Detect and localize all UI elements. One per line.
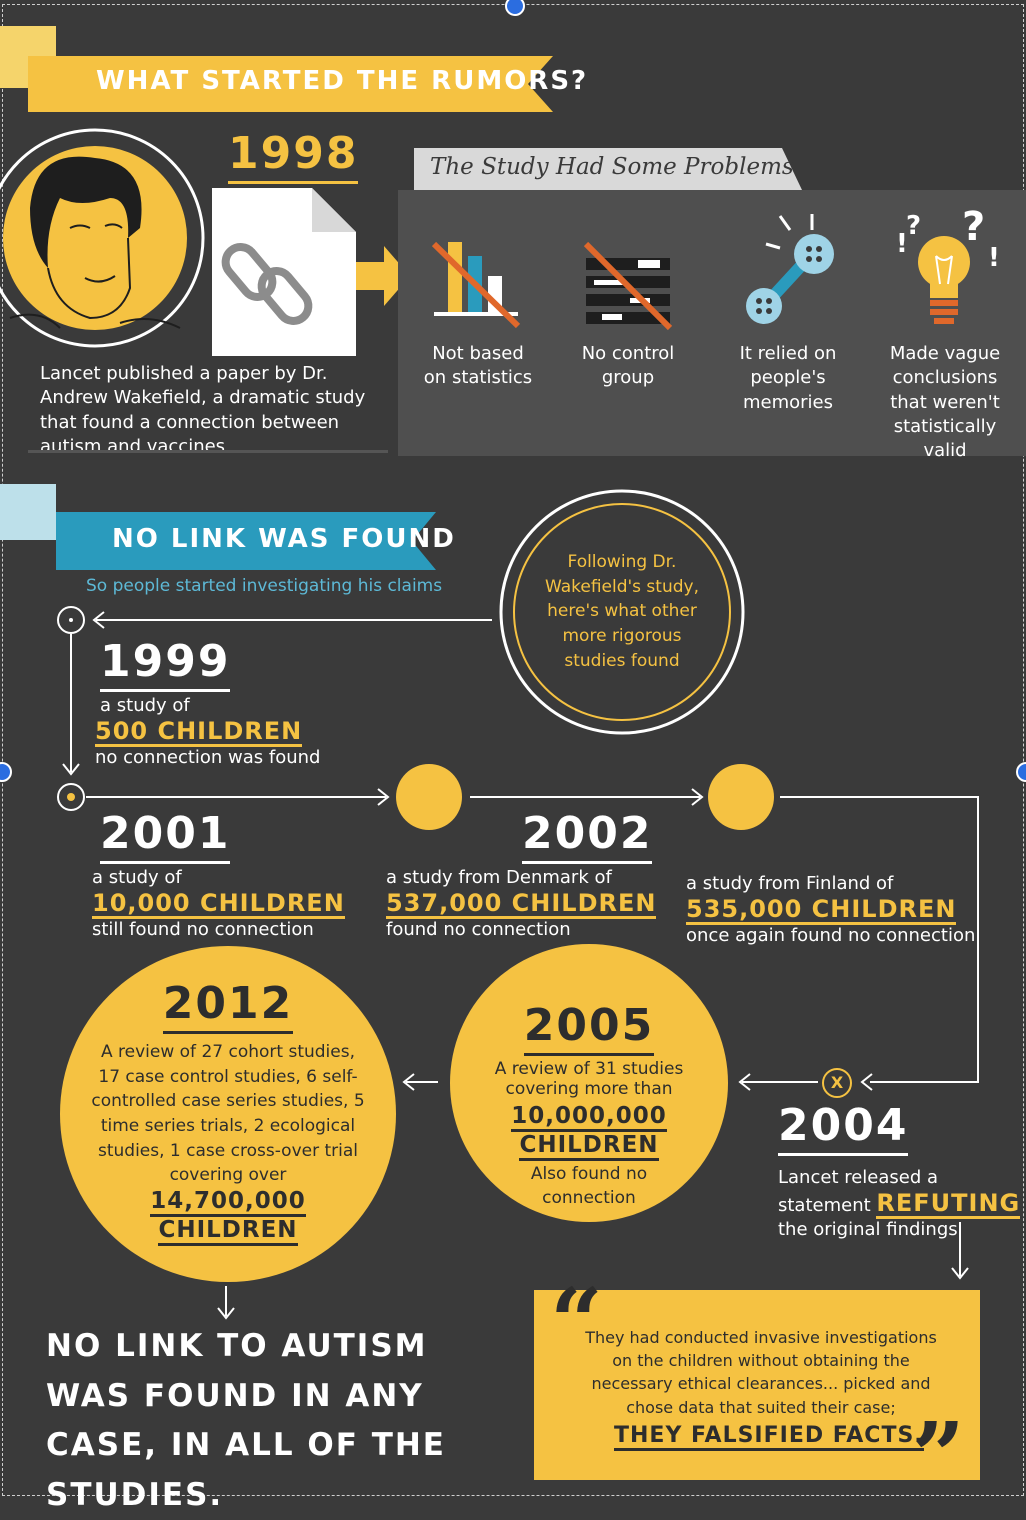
year-2001: 2001 bbox=[100, 808, 231, 864]
arrow-right-icon bbox=[356, 246, 410, 306]
study-2004-highlight: REFUTING bbox=[876, 1190, 1021, 1220]
resize-handle-right[interactable] bbox=[1016, 762, 1026, 782]
study-2005-post: Also found no connection bbox=[530, 1164, 648, 1208]
banner-nolink-title: NO LINK WAS FOUND bbox=[112, 524, 456, 554]
conclusion-text: NO LINK TO AUTISM WAS FOUND IN ANY CASE,… bbox=[46, 1328, 446, 1513]
study-1999-post: no connection was found bbox=[95, 747, 321, 768]
question-lightbulb-icon: ! ? ? ! bbox=[896, 204, 1000, 324]
crossed-group-icon bbox=[583, 241, 673, 331]
study-2012-highlight1: 14,700,000 bbox=[150, 1188, 306, 1217]
study-2001-pre: a study of bbox=[92, 867, 182, 888]
study-2004-pre2: statement bbox=[778, 1195, 871, 1216]
x-marker-icon: X bbox=[822, 1068, 852, 1098]
study-2002-pre: a study from Denmark of bbox=[386, 867, 612, 888]
study-2012: 2012 A review of 27 cohort studies, 17 c… bbox=[90, 978, 366, 1246]
banner-rumors-title: WHAT STARTED THE RUMORS? bbox=[96, 66, 589, 96]
circle-2005 bbox=[450, 944, 728, 1222]
svg-text:!: ! bbox=[896, 229, 908, 259]
study-2012-highlight2: CHILDREN bbox=[158, 1217, 298, 1246]
timeline-node-2001 bbox=[57, 783, 85, 811]
study-2001-post: still found no connection bbox=[92, 919, 314, 940]
connected-buttons-icon bbox=[746, 214, 834, 324]
svg-text:!: ! bbox=[988, 243, 1000, 273]
problems-title: The Study Had Some Problems bbox=[430, 154, 794, 180]
resize-handle-top[interactable] bbox=[505, 0, 525, 16]
study-finland-post: once again found no connection bbox=[686, 925, 976, 946]
study-2001-highlight: 10,000 CHILDREN bbox=[92, 890, 345, 920]
resize-handle-left[interactable] bbox=[0, 762, 12, 782]
banner2-accent bbox=[0, 484, 56, 540]
problems-panel bbox=[398, 190, 1026, 456]
timeline-dot-finland bbox=[708, 764, 774, 830]
problem-label-vague: Made vague conclusions that weren't stat… bbox=[889, 343, 1001, 462]
year-1998: 1998 bbox=[228, 128, 359, 184]
timeline-dot-2002 bbox=[396, 764, 462, 830]
study-finland-highlight: 535,000 CHILDREN bbox=[686, 896, 957, 926]
year-2002: 2002 bbox=[522, 808, 653, 864]
study-2004-pre: Lancet released a bbox=[778, 1167, 939, 1188]
quote-highlight: THEY FALSIFIED FACTS. bbox=[614, 1423, 924, 1452]
year-1999: 1999 bbox=[100, 636, 231, 692]
year-2005: 2005 bbox=[523, 1000, 655, 1056]
problem-label-statistics: Not based on statistics bbox=[423, 343, 533, 389]
study-1999-pre: a study of bbox=[100, 695, 190, 716]
note-circle bbox=[499, 489, 745, 735]
problem-label-memories: It relied on people's memories bbox=[739, 343, 837, 413]
study-1999-highlight: 500 CHILDREN bbox=[95, 718, 303, 748]
problems-title-tab bbox=[414, 148, 802, 190]
banner-rumors-shape bbox=[28, 56, 553, 112]
quote-text: They had conducted invasive investigatio… bbox=[585, 1328, 937, 1417]
banner-nolink-shape bbox=[56, 512, 436, 570]
timeline-node-1999 bbox=[57, 606, 85, 634]
study-2004-post: the original findings bbox=[778, 1219, 958, 1240]
study-2005-pre: A review of 31 studies covering more tha… bbox=[494, 1059, 684, 1099]
circle-2012 bbox=[60, 946, 396, 1282]
note-circle-text: Following Dr. Wakefield's study, here's … bbox=[544, 552, 699, 671]
divider-line bbox=[28, 450, 388, 453]
study-2004-statement: statement REFUTING bbox=[778, 1190, 1021, 1220]
study-2002-highlight: 537,000 CHILDREN bbox=[386, 890, 657, 920]
quote-close-mark: ” bbox=[912, 1402, 965, 1510]
svg-text:?: ? bbox=[906, 211, 921, 241]
quote-open-mark: “ bbox=[550, 1268, 603, 1376]
year-2004: 2004 bbox=[778, 1100, 909, 1156]
wakefield-portrait bbox=[0, 128, 205, 348]
study-2005: 2005 A review of 31 studies covering mor… bbox=[486, 1000, 692, 1211]
paper-link-icon bbox=[212, 188, 356, 356]
problem-label-control: No control group bbox=[581, 343, 675, 389]
crossed-bar-chart-icon bbox=[431, 241, 521, 329]
study-2002-post: found no connection bbox=[386, 919, 571, 940]
svg-text:?: ? bbox=[962, 204, 985, 250]
study-2005-highlight2: CHILDREN bbox=[519, 1132, 659, 1162]
subtitle-investigating: So people started investigating his clai… bbox=[86, 576, 443, 596]
study-2012-pre: A review of 27 cohort studies, 17 case c… bbox=[91, 1042, 365, 1186]
x-marker-label: X bbox=[830, 1073, 844, 1092]
year-2012: 2012 bbox=[162, 978, 294, 1034]
study-2005-highlight1: 10,000,000 bbox=[511, 1103, 667, 1133]
study-finland-pre: a study from Finland of bbox=[686, 873, 894, 894]
